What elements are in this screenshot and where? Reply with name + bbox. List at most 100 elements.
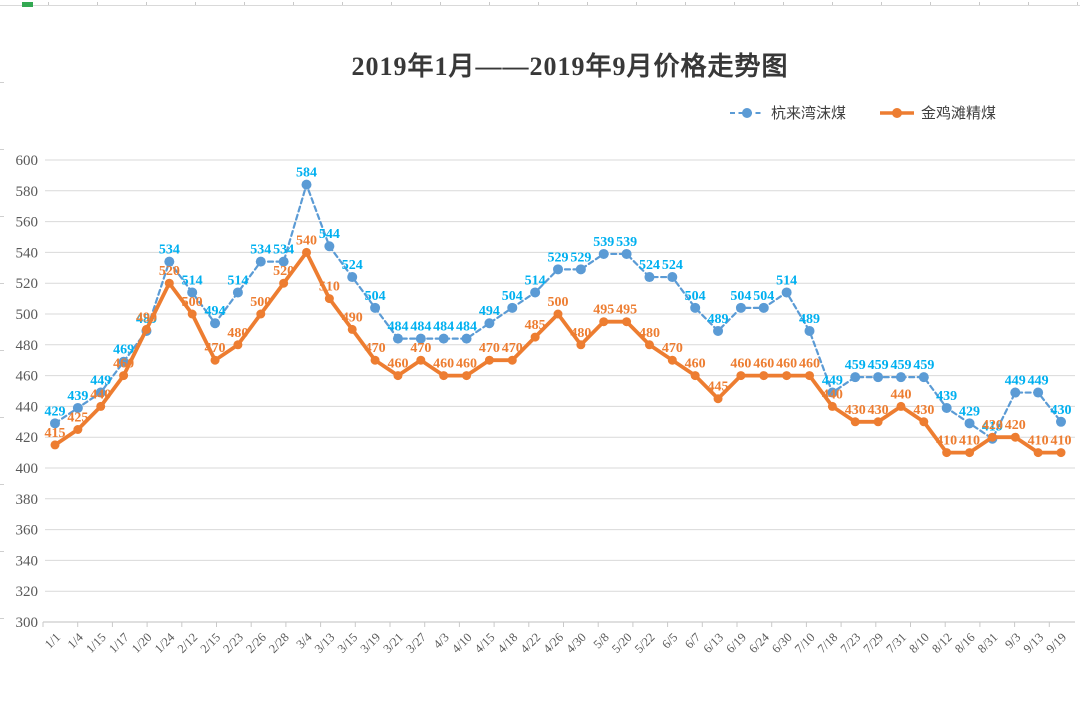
series-0-point[interactable] (370, 302, 381, 313)
series-0-point[interactable] (484, 318, 495, 329)
x-axis-tick-label: 7/31 (883, 630, 909, 656)
series-1-point[interactable] (324, 294, 334, 304)
series-1-data-label: 420 (982, 418, 1003, 433)
series-0-point[interactable] (347, 272, 358, 283)
legend-label-hanglaiwan: 杭来湾沫煤 (770, 106, 846, 122)
series-1-point[interactable] (1056, 448, 1066, 458)
series-0-point[interactable] (232, 287, 243, 298)
series-1-point[interactable] (736, 371, 746, 381)
series-0-point[interactable] (164, 256, 175, 267)
series-1-point[interactable] (987, 432, 997, 442)
series-0-point[interactable] (530, 287, 541, 298)
series-0-point[interactable] (781, 287, 792, 298)
series-1-point[interactable] (370, 355, 380, 365)
series-0-point[interactable] (118, 356, 129, 367)
series-0-point[interactable] (95, 387, 106, 398)
series-1-point[interactable] (347, 324, 357, 334)
series-1-point[interactable] (530, 332, 540, 342)
series-0-point[interactable] (301, 179, 312, 190)
series-1-point[interactable] (119, 371, 129, 381)
series-1-point[interactable] (782, 371, 792, 381)
series-1-point[interactable] (965, 448, 975, 458)
series-0-point[interactable] (621, 248, 632, 259)
series-1-point[interactable] (896, 401, 906, 411)
series-1-point[interactable] (164, 278, 174, 288)
series-0-point[interactable] (461, 333, 472, 344)
series-0-data-label: 419 (982, 420, 1003, 435)
series-1-point[interactable] (873, 417, 883, 427)
series-1-point[interactable] (1033, 448, 1043, 458)
series-0-point[interactable] (644, 272, 655, 283)
series-1-data-label: 415 (45, 426, 66, 441)
series-0-point[interactable] (210, 318, 221, 329)
series-1-point[interactable] (1010, 432, 1020, 442)
series-0-point[interactable] (827, 387, 838, 398)
series-0-point[interactable] (575, 264, 586, 275)
series-1-point[interactable] (553, 309, 563, 319)
series-0-point[interactable] (324, 241, 335, 252)
series-0-point[interactable] (1056, 416, 1066, 427)
series-0-point[interactable] (941, 402, 952, 413)
series-1-point[interactable] (576, 340, 586, 350)
series-1-point[interactable] (187, 309, 197, 319)
series-1-point[interactable] (759, 371, 769, 381)
series-1-point[interactable] (644, 340, 654, 350)
series-0-point[interactable] (804, 325, 815, 336)
series-1-point[interactable] (73, 425, 83, 434)
series-1-point[interactable] (393, 371, 403, 381)
series-1-point[interactable] (507, 355, 517, 365)
series-1-point[interactable] (713, 394, 723, 404)
series-1-point[interactable] (919, 417, 929, 427)
x-axis-tick-label: 2/26 (243, 630, 269, 656)
series-0-point[interactable] (278, 256, 289, 267)
series-0-point[interactable] (667, 272, 678, 283)
series-0-point[interactable] (895, 372, 906, 383)
legend-item-jinjitan[interactable]: 金鸡滩精煤 (879, 102, 996, 123)
series-0-point[interactable] (255, 256, 266, 267)
series-1-point[interactable] (302, 247, 311, 257)
series-1-point[interactable] (233, 340, 243, 350)
series-0-point[interactable] (964, 418, 975, 429)
legend-item-hanglaiwan[interactable]: 杭来湾沫煤 (729, 102, 846, 123)
series-0-point[interactable] (735, 302, 746, 313)
series-1-point[interactable] (850, 417, 860, 427)
series-1-point[interactable] (827, 401, 837, 411)
series-1-point[interactable] (805, 371, 814, 381)
series-0-point[interactable] (850, 372, 861, 383)
series-0-point[interactable] (553, 264, 563, 275)
series-0-point[interactable] (187, 287, 198, 298)
series-1-point[interactable] (50, 440, 60, 450)
series-0-point[interactable] (598, 248, 609, 259)
series-1-point[interactable] (141, 324, 151, 334)
series-1-point[interactable] (416, 355, 426, 365)
series-0-point[interactable] (713, 325, 724, 336)
y-axis-tick-label: 540 (16, 245, 39, 261)
series-0-point[interactable] (690, 302, 701, 313)
series-1-point[interactable] (599, 317, 609, 327)
series-1-point[interactable] (622, 317, 632, 327)
series-0-point[interactable] (758, 302, 769, 313)
series-0-point[interactable] (72, 402, 83, 413)
series-0-point[interactable] (918, 372, 929, 383)
x-axis-tick-label: 4/3 (431, 630, 452, 651)
y-axis-tick-label: 360 (16, 523, 39, 539)
series-1-point[interactable] (96, 401, 106, 411)
series-0-point[interactable] (438, 333, 449, 344)
series-0-point[interactable] (1010, 387, 1021, 398)
series-1-point[interactable] (462, 371, 472, 381)
series-1-point[interactable] (256, 309, 266, 319)
series-1-point[interactable] (942, 448, 952, 458)
series-1-point[interactable] (484, 355, 494, 365)
series-0-data-label: 429 (45, 404, 66, 419)
series-1-point[interactable] (690, 371, 700, 381)
series-1-point[interactable] (210, 355, 220, 365)
series-1-point[interactable] (667, 355, 677, 365)
series-0-point[interactable] (873, 372, 884, 383)
series-0-point[interactable] (1033, 387, 1044, 398)
series-1-point[interactable] (439, 371, 449, 381)
series-0-point[interactable] (507, 302, 518, 313)
series-1-point[interactable] (279, 278, 289, 288)
series-0-point[interactable] (415, 333, 426, 344)
series-0-point[interactable] (50, 418, 60, 429)
series-0-point[interactable] (392, 333, 403, 344)
